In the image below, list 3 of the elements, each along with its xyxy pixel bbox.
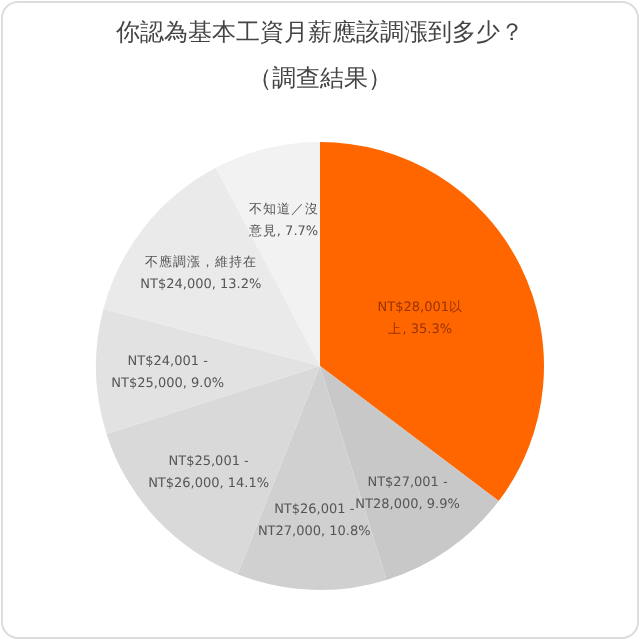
chart-subtitle: （調查結果） <box>248 64 392 92</box>
chart-title: 你認為基本工資月薪應該調漲到多少？ <box>114 18 524 46</box>
pie-slice <box>320 142 544 502</box>
